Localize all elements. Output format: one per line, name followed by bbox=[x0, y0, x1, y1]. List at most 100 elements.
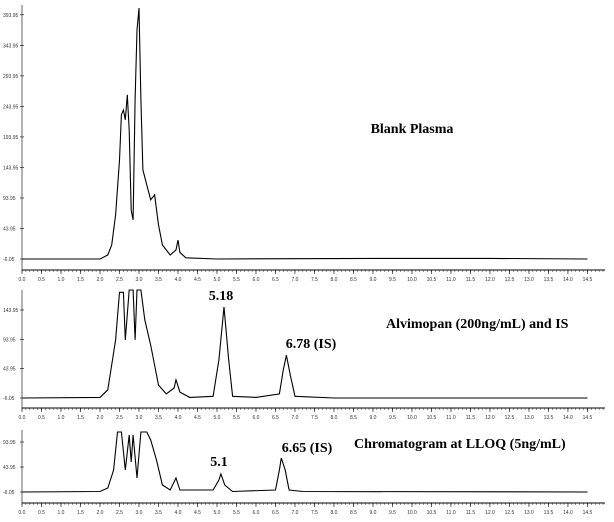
x-tick-label: 4.0 bbox=[175, 415, 182, 421]
chromatogram-trace bbox=[21, 431, 588, 493]
x-tick-label: 4.5 bbox=[194, 510, 201, 516]
x-tick-label: 7.5 bbox=[311, 277, 318, 283]
x-tick-label: 10.0 bbox=[407, 277, 417, 283]
x-tick-label: 4.0 bbox=[175, 510, 182, 516]
chromatogram-trace bbox=[21, 289, 588, 399]
y-tick-label: 93.95 bbox=[3, 440, 16, 446]
y-tick-label: 43.95 bbox=[3, 227, 16, 233]
x-tick-label: 12.5 bbox=[505, 415, 515, 421]
x-tick-label: 10.0 bbox=[407, 510, 417, 516]
y-tick-label: 193.95 bbox=[3, 135, 19, 141]
x-tick-label: 8.5 bbox=[350, 510, 357, 516]
x-tick-label: 4.5 bbox=[194, 415, 201, 421]
x-tick-label: 1.0 bbox=[58, 415, 65, 421]
x-tick-label: 0.0 bbox=[19, 415, 26, 421]
x-tick-label: 14.5 bbox=[583, 277, 593, 283]
y-tick-label: 343.95 bbox=[3, 43, 19, 49]
x-tick-label: 10.5 bbox=[427, 277, 437, 283]
y-tick-label: 243.95 bbox=[3, 104, 19, 110]
x-tick-label: 6.0 bbox=[253, 277, 260, 283]
y-tick-label: 143.95 bbox=[3, 165, 19, 171]
x-tick-label: 9.0 bbox=[369, 277, 376, 283]
x-tick-label: 9.0 bbox=[369, 415, 376, 421]
x-tick-label: 8.5 bbox=[350, 277, 357, 283]
x-tick-label: 6.5 bbox=[272, 277, 279, 283]
y-tick-label: 93.95 bbox=[3, 337, 16, 343]
x-tick-label: 5.5 bbox=[233, 415, 240, 421]
x-tick-label: 13.5 bbox=[544, 510, 554, 516]
x-tick-label: 0.0 bbox=[19, 277, 26, 283]
annotation: 5.1 bbox=[210, 455, 228, 470]
x-tick-label: 14.5 bbox=[583, 415, 593, 421]
x-tick-label: 7.5 bbox=[311, 510, 318, 516]
x-tick-label: 1.0 bbox=[58, 277, 65, 283]
x-tick-label: 7.0 bbox=[292, 510, 299, 516]
x-tick-label: 8.0 bbox=[330, 415, 337, 421]
y-tick-label: 43.95 bbox=[3, 367, 16, 373]
x-tick-label: 7.5 bbox=[311, 415, 318, 421]
chromatogram-trace bbox=[22, 8, 588, 260]
x-tick-label: 2.5 bbox=[116, 277, 123, 283]
x-tick-label: 5.0 bbox=[214, 277, 221, 283]
x-tick-label: 14.0 bbox=[563, 277, 573, 283]
x-tick-label: 11.5 bbox=[466, 510, 476, 516]
x-tick-label: 2.5 bbox=[116, 415, 123, 421]
x-tick-label: 5.5 bbox=[233, 510, 240, 516]
y-tick-label: -6.05 bbox=[3, 257, 15, 263]
x-tick-label: 9.0 bbox=[369, 510, 376, 516]
y-tick-label: 43.95 bbox=[3, 465, 16, 471]
x-tick-label: 10.5 bbox=[427, 510, 437, 516]
annotation: Chromatogram at LLOQ (5ng/mL) bbox=[354, 437, 566, 452]
x-tick-label: 3.5 bbox=[155, 415, 162, 421]
x-tick-label: 11.5 bbox=[466, 415, 476, 421]
annotation: Blank Plasma bbox=[371, 122, 454, 137]
x-tick-label: 8.0 bbox=[330, 510, 337, 516]
annotation: 6.78 (IS) bbox=[286, 337, 337, 352]
x-tick-label: 2.0 bbox=[97, 277, 104, 283]
x-tick-label: 1.5 bbox=[77, 510, 84, 516]
x-tick-label: 6.0 bbox=[253, 510, 260, 516]
x-tick-label: 5.0 bbox=[214, 510, 221, 516]
x-tick-label: 13.5 bbox=[544, 415, 554, 421]
annotation: Alvimopan (200ng/mL) and IS bbox=[386, 317, 569, 332]
x-tick-label: 12.0 bbox=[485, 277, 495, 283]
x-tick-label: 14.0 bbox=[563, 510, 573, 516]
x-tick-label: 8.5 bbox=[350, 415, 357, 421]
x-tick-label: 5.5 bbox=[233, 277, 240, 283]
x-tick-label: 0.5 bbox=[38, 510, 45, 516]
x-tick-label: 10.5 bbox=[427, 415, 437, 421]
x-tick-label: 0.0 bbox=[19, 510, 26, 516]
annotation: 5.18 bbox=[209, 289, 234, 304]
x-tick-label: 9.5 bbox=[389, 510, 396, 516]
x-tick-label: 6.5 bbox=[272, 510, 279, 516]
x-tick-label: 3.0 bbox=[136, 510, 143, 516]
x-tick-label: 4.5 bbox=[194, 277, 201, 283]
x-tick-label: 1.5 bbox=[77, 277, 84, 283]
x-tick-label: 13.0 bbox=[524, 277, 534, 283]
y-tick-label: -6.05 bbox=[3, 396, 15, 402]
x-tick-label: 13.0 bbox=[524, 415, 534, 421]
x-tick-label: 13.5 bbox=[544, 277, 554, 283]
x-tick-label: 7.0 bbox=[292, 415, 299, 421]
x-tick-label: 9.5 bbox=[389, 415, 396, 421]
x-tick-label: 9.5 bbox=[389, 277, 396, 283]
x-tick-label: 12.5 bbox=[505, 510, 515, 516]
y-tick-label: 393.95 bbox=[3, 13, 19, 19]
x-tick-label: 7.0 bbox=[292, 277, 299, 283]
x-tick-label: 14.5 bbox=[583, 510, 593, 516]
x-tick-label: 3.5 bbox=[155, 510, 162, 516]
x-tick-label: 10.0 bbox=[407, 415, 417, 421]
x-tick-label: 5.0 bbox=[214, 415, 221, 421]
y-tick-label: 143.95 bbox=[3, 308, 19, 314]
y-tick-label: 93.95 bbox=[3, 196, 16, 202]
x-tick-label: 3.5 bbox=[155, 277, 162, 283]
x-tick-label: 11.0 bbox=[446, 277, 456, 283]
x-tick-label: 2.0 bbox=[97, 415, 104, 421]
x-tick-label: 3.0 bbox=[136, 415, 143, 421]
x-tick-label: 3.0 bbox=[136, 277, 143, 283]
x-tick-label: 1.0 bbox=[58, 510, 65, 516]
annotation: 6.65 (IS) bbox=[282, 441, 333, 456]
x-tick-label: 12.0 bbox=[485, 415, 495, 421]
x-tick-label: 8.0 bbox=[330, 277, 337, 283]
